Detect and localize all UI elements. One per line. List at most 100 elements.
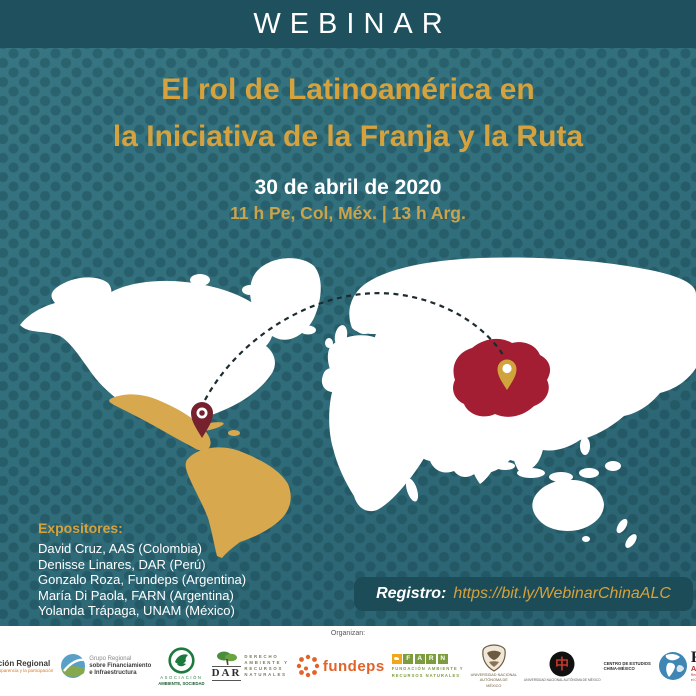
logo-ambiente-sociedad: ASOCIACIÓN AMBIENTE, SOCIEDAD [158,646,205,686]
arctic-island [216,299,234,311]
speaker-item: Gonzalo Roza, Fundeps (Argentina) [38,572,247,587]
new-guinea-island [605,461,621,471]
top-banner: WEBINAR [0,0,696,48]
coalicion-name: Coalición Regional [0,658,51,668]
red-alc-china-name: RED [691,650,696,666]
greenland-shape [250,258,321,340]
event-title: El rol de Latinoamérica en la Iniciativa… [0,66,696,160]
logo-dar: DAR DERECHO AMBIENTE Y RECURSOS NATURALE… [211,651,289,681]
svg-text:中: 中 [555,656,569,672]
red-alc-china-tagline: Red Académica de América Latina y el Car… [690,673,696,682]
cechimex-emblem-icon: 中 [549,651,575,676]
fundeps-name: fundeps [322,657,385,675]
speaker-item: María Di Paola, FARN (Argentina) [38,587,234,603]
dar-acronym: DAR [211,666,242,681]
farn-bird-icon [391,653,402,664]
hispaniola-shape [228,430,240,436]
event-times: 11 h Pe, Col, Méx. | 13 h Arg. [230,203,466,223]
coalicion-tagline: Por la transparencia y la participación [0,667,54,673]
ambiente-sociedad-bird-icon [168,646,195,674]
world-map [20,257,696,558]
new-zealand-island [625,534,637,548]
indonesia-island [517,468,545,478]
india-shape [460,414,505,484]
unam-crest-icon [481,644,506,672]
south-america-shape [185,447,291,558]
cechimex-caption: UNIVERSIDAD NACIONAL AUTÓNOMA DE MÉXICO [524,677,601,682]
speaker-item: Denisse Linares, DAR (Perú) [38,556,206,572]
event-title-line2: la Iniciativa de la Franja y la Ruta [112,120,584,153]
fundeps-dots-icon [296,654,320,678]
dar-line: RECURSOS [244,666,284,671]
japan-island [556,336,570,356]
registration-link[interactable]: https://bit.ly/WebinarChinaALC [453,585,671,602]
organizer-logos: Coalición Regional Por la transparencia … [0,640,696,692]
logo-farn: F A R N FUNDACIÓN AMBIENTE Y RECURSOS NA… [391,653,464,678]
grupo-regional-line2: sobre Financiamiento [89,662,152,669]
farn-letter: N [437,653,448,664]
china-pin-icon [497,359,517,390]
farn-line2: RECURSOS NATURALES [391,673,461,678]
route-dashed-line [204,292,506,401]
ambiente-sociedad-line2: AMBIENTE, SOCIEDAD [158,680,205,686]
event-date: 30 de abril de 2020 [254,176,442,199]
indochina-shape [508,422,544,472]
registration-box[interactable]: Registro: https://bit.ly/WebinarChinaALC [354,577,693,611]
speaker-item: Yolanda Trápaga, UNAM (México) [38,603,235,618]
speakers-block: Expositores: David Cruz, AAS (Colombia) … [38,520,246,619]
logo-red-alc-china: RED ALC-CHINA Red Académica de América L… [658,650,696,682]
grupo-regional-line1: Grupo Regional [89,655,132,662]
latam-pin-icon [191,402,213,438]
speakers-heading: Expositores: [38,520,123,536]
ambiente-sociedad-line1: ASOCIACIÓN [160,674,203,680]
logo-grupo-regional: Grupo Regional sobre Financiamiento e In… [60,653,151,679]
logo-fundeps: fundeps [296,654,385,678]
speaker-item: David Cruz, AAS (Colombia) [38,541,202,556]
alaska-shape [51,277,112,313]
farn-letter: F [403,653,414,664]
iceland-shape [300,325,316,335]
red-alc-china-globe-icon [658,652,687,680]
grupo-regional-globe-icon [61,654,86,678]
unam-line: MÉXICO [486,683,502,688]
arctic-island [190,274,210,286]
grupo-regional-line3: e Infraestructura [89,669,137,676]
arctic-island [182,320,198,330]
indonesia-island [549,472,573,482]
arctic-island [153,298,177,312]
philippines-island [580,437,590,455]
logo-unam: UNIVERSIDAD NACIONAL AUTÓNOMA DE MÉXICO [471,644,517,689]
dar-line: NATURALES [244,672,287,678]
australia-shape [532,479,604,531]
cechimex-line2: CHINA-MÉXICO [603,666,635,671]
ireland-shape [325,338,333,348]
mexico-central-america-shape [109,394,211,451]
north-america-shape [20,280,275,421]
organizers-footer: Organizan: Coalición Regional Por la tra [0,626,696,696]
indonesia-island [495,462,515,470]
farn-letter: R [426,653,437,664]
madagascar-shape [405,478,419,502]
event-title-line1: El rol de Latinoamérica en [161,73,535,106]
registration-label: Registro: [376,585,447,602]
logo-cechimex: 中 UNIVERSIDAD NACIONAL AUTÓNOMA DE MÉXIC… [524,651,651,682]
arabia-shape [388,400,436,439]
dar-line: AMBIENTE Y [244,659,289,665]
dar-tree-icon [216,651,237,665]
japan-island [549,359,559,373]
farn-letter: A [414,653,425,664]
logo-coalicion-regional: Coalición Regional Por la transparencia … [0,650,53,682]
cechimex-line1: CENTRO DE ESTUDIOS [603,660,651,666]
farn-line1: FUNDACIÓN AMBIENTE Y [391,665,464,671]
organizers-label: Organizan: [330,630,366,637]
unam-line: AUTÓNOMA DE [479,678,508,683]
banner-title: WEBINAR [253,7,452,40]
japan-island [550,316,562,334]
indonesia-island [579,468,599,478]
tasmania-island [582,536,590,542]
unam-line: UNIVERSIDAD NACIONAL [470,672,517,677]
red-alc-china-subname: ALC-CHINA [690,664,696,674]
new-zealand-island [616,518,628,534]
dar-line: DERECHO [244,653,279,659]
